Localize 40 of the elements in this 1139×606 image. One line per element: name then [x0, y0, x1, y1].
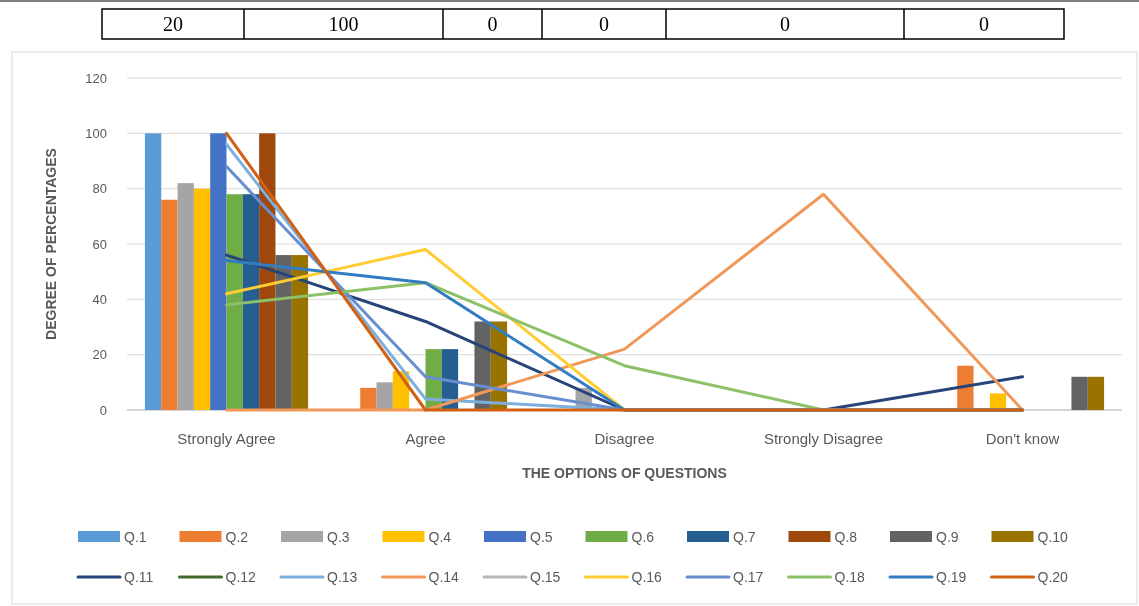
- legend-label: Q.5: [530, 528, 553, 545]
- y-tick-label: 100: [85, 125, 107, 141]
- text: 0: [487, 13, 498, 35]
- legend-label: Q.13: [327, 568, 358, 585]
- legend-label: Q.2: [225, 528, 249, 545]
- legend-label: Q.7: [733, 528, 756, 545]
- legend-label: Q.12: [225, 568, 257, 585]
- legend-label: Q.11: [124, 568, 154, 585]
- legend-label: Q.16: [631, 568, 663, 585]
- legend-label: Q.20: [1037, 568, 1069, 585]
- x-tick-label: Strongly Disagree: [763, 430, 884, 447]
- text: 0: [780, 13, 790, 35]
- x-tick-label: Strongly Agree: [177, 430, 276, 447]
- legend-label: Q.17: [733, 568, 764, 585]
- x-tick-label: Agree: [405, 430, 446, 447]
- legend-label: Q.6: [631, 528, 655, 545]
- text: 20: [163, 13, 183, 35]
- legend-label: Q.10: [1037, 528, 1069, 545]
- legend-label: Q.9: [936, 528, 959, 545]
- y-tick-label: 60: [92, 236, 107, 252]
- x-tick-label: Disagree: [594, 430, 655, 447]
- y-tick-label: 0: [99, 402, 107, 418]
- legend-label: Q.15: [530, 568, 561, 585]
- text: 100: [328, 13, 359, 35]
- legend-label: Q.4: [428, 528, 452, 545]
- text: 0: [599, 13, 609, 35]
- legend-label: Q.1: [124, 528, 147, 545]
- legend-label: Q.19: [936, 568, 967, 585]
- legend-label: Q.3: [327, 528, 350, 545]
- y-axis-title: DEGREE OF PERCENTAGES: [43, 148, 59, 340]
- y-tick-label: 80: [92, 181, 107, 197]
- y-tick-label: 120: [85, 70, 107, 86]
- y-tick-label: 40: [92, 291, 107, 307]
- text: 0: [979, 13, 989, 35]
- legend-label: Q.18: [834, 568, 866, 585]
- x-tick-label: Don't know: [985, 430, 1060, 447]
- y-tick-label: 20: [92, 347, 107, 363]
- x-axis-title: THE OPTIONS OF QUESTIONS: [522, 465, 727, 481]
- legend-label: Q.8: [834, 528, 858, 545]
- legend-label: Q.14: [428, 568, 460, 585]
